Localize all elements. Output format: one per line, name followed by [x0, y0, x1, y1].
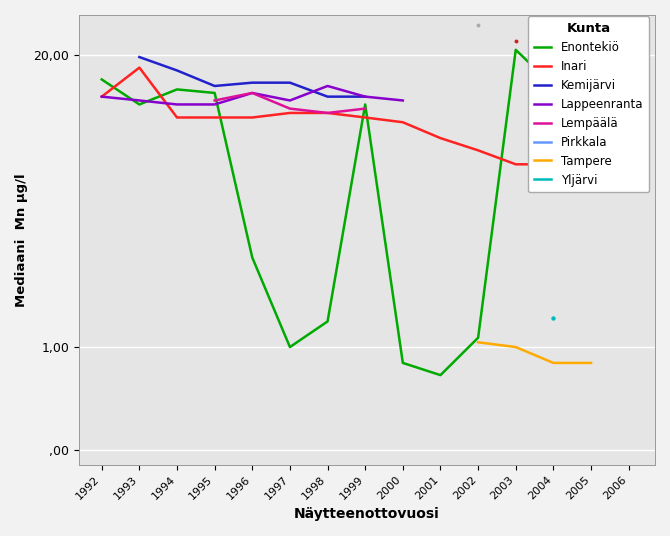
Enontekiö	[98, 76, 106, 83]
Point	[473, 21, 484, 29]
Kemijärvi	[249, 79, 257, 86]
Lappeenranta	[361, 93, 369, 100]
Lappeenranta	[135, 97, 143, 103]
Lappeenranta	[286, 97, 294, 103]
Line: Lappeenranta: Lappeenranta	[102, 86, 403, 105]
Enontekiö	[361, 101, 369, 108]
Lappeenranta	[249, 90, 257, 96]
Legend: Enontekiö, Inari, Kemijärvi, Lappeenranta, Lempäälä, Pirkkala, Tampere, Yljärvi: Enontekiö, Inari, Kemijärvi, Lappeenrant…	[528, 17, 649, 192]
Inari	[324, 110, 332, 116]
X-axis label: Näytteenottovuosi: Näytteenottovuosi	[294, 507, 440, 521]
Lappeenranta	[173, 101, 181, 108]
Lempäälä	[210, 97, 218, 103]
Enontekiö	[399, 360, 407, 366]
Inari	[587, 147, 595, 153]
Tampere	[474, 339, 482, 346]
Inari	[98, 93, 106, 100]
Lappeenranta	[324, 83, 332, 89]
Lempäälä	[361, 106, 369, 112]
Inari	[624, 101, 632, 108]
Inari	[436, 135, 444, 142]
Inari	[549, 161, 557, 168]
Line: Kemijärvi: Kemijärvi	[139, 57, 365, 96]
Inari	[173, 114, 181, 121]
Enontekiö	[286, 344, 294, 350]
Tampere	[512, 344, 520, 350]
Kemijärvi	[324, 93, 332, 100]
Kemijärvi	[135, 54, 143, 60]
Point	[511, 36, 521, 45]
Inari	[249, 114, 257, 121]
Enontekiö	[436, 372, 444, 378]
Kemijärvi	[173, 67, 181, 73]
Kemijärvi	[286, 79, 294, 86]
Enontekiö	[549, 83, 557, 89]
Enontekiö	[587, 76, 595, 83]
Lempäälä	[286, 106, 294, 112]
Inari	[361, 114, 369, 121]
Lempäälä	[249, 90, 257, 96]
Enontekiö	[135, 101, 143, 108]
Y-axis label: Mediaani  Mn µg/l: Mediaani Mn µg/l	[15, 173, 28, 307]
Enontekiö	[512, 47, 520, 53]
Enontekiö	[474, 334, 482, 341]
Inari	[399, 119, 407, 125]
Kemijärvi	[361, 93, 369, 100]
Inari	[474, 147, 482, 153]
Inari	[135, 64, 143, 71]
Kemijärvi	[210, 83, 218, 89]
Lappeenranta	[399, 97, 407, 103]
Lappeenranta	[210, 101, 218, 108]
Inari	[512, 161, 520, 168]
Enontekiö	[210, 90, 218, 96]
Inari	[210, 114, 218, 121]
Line: Enontekiö: Enontekiö	[102, 50, 591, 375]
Enontekiö	[173, 86, 181, 93]
Line: Inari: Inari	[102, 68, 628, 165]
Tampere	[587, 360, 595, 366]
Enontekiö	[324, 318, 332, 325]
Tampere	[549, 360, 557, 366]
Lempäälä	[324, 110, 332, 116]
Line: Lempäälä: Lempäälä	[214, 93, 365, 113]
Enontekiö	[249, 255, 257, 261]
Lappeenranta	[98, 93, 106, 100]
Inari	[286, 110, 294, 116]
Line: Tampere: Tampere	[478, 343, 591, 363]
Point	[548, 314, 559, 322]
